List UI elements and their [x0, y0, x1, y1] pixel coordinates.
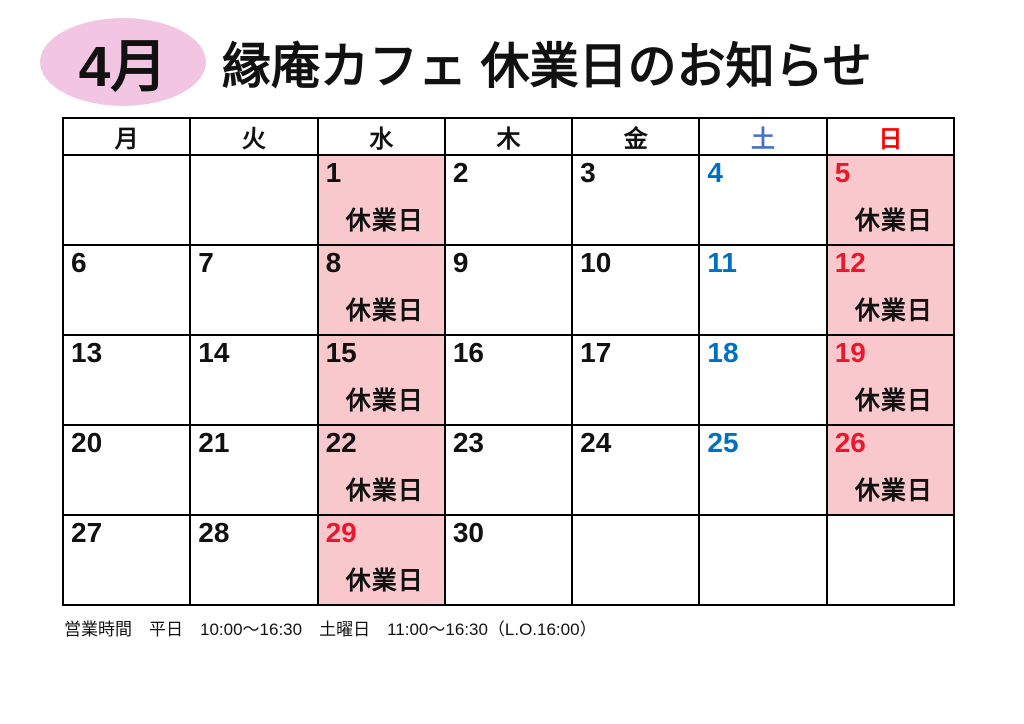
- calendar-cell: 21: [189, 424, 319, 516]
- calendar-cell: 19 休業日: [825, 334, 956, 426]
- day-number: 4: [707, 157, 723, 188]
- day-number: 20: [71, 427, 103, 458]
- day-number: 12: [834, 247, 866, 278]
- calendar-cell: 13: [61, 334, 192, 426]
- day-number: [707, 517, 825, 549]
- calendar-cell: 26 休業日: [825, 424, 956, 516]
- closed-day-label: 休業日: [854, 207, 933, 236]
- day-number: 18: [707, 337, 739, 368]
- day-number: [835, 517, 953, 549]
- day-number: 8: [325, 247, 342, 278]
- day-number: 26: [834, 427, 866, 458]
- day-number: 9: [452, 247, 469, 278]
- calendar-cell: 16: [443, 334, 574, 426]
- calendar-cell: 20: [61, 424, 192, 516]
- day-header-sat: 土: [698, 117, 828, 156]
- day-number: 16: [452, 337, 484, 368]
- calendar-cell: [61, 154, 192, 246]
- page-title: 縁庵カフェ 休業日のお知らせ: [222, 39, 872, 94]
- closed-day-label: 休業日: [854, 387, 933, 416]
- calendar-cell: 1 休業日: [316, 154, 446, 246]
- day-number: 3: [580, 157, 596, 188]
- business-hours-note: 営業時間 平日 10:00～16:30 土曜日 11:00～16:30（L.O.…: [64, 620, 597, 639]
- day-number: 11: [707, 247, 738, 278]
- calendar-table: 月 火 水 木 金 土 日 1 休業日 2 3 4 5 休業日 6 7 8 休業日 9…: [61, 117, 956, 606]
- calendar-cell: 22 休業日: [316, 424, 446, 516]
- calendar-header-row: 月 火 水 木 金 土 日: [61, 117, 956, 156]
- day-number: 5: [834, 157, 851, 188]
- day-header-sun: 日: [825, 117, 956, 156]
- day-number: 29: [325, 517, 357, 548]
- calendar-cell: 7: [189, 244, 319, 336]
- calendar-cell: 18: [698, 334, 828, 426]
- day-number: 25: [707, 427, 739, 458]
- calendar-cell: 27: [61, 514, 192, 606]
- calendar-cell: 25: [698, 424, 828, 516]
- calendar-week-row: 13 14 15 休業日 16 17 18 19 休業日: [61, 334, 956, 426]
- month-badge: 4月: [40, 18, 206, 106]
- calendar-cell: [825, 514, 956, 606]
- calendar-cell: 29 休業日: [316, 514, 446, 606]
- calendar-cell: 28: [189, 514, 319, 606]
- calendar-cell: 6: [61, 244, 192, 336]
- day-number: 19: [834, 337, 866, 368]
- day-number: 24: [580, 427, 612, 458]
- calendar-week-row: 6 7 8 休業日 9 10 11 12 休業日: [61, 244, 956, 336]
- closed-day-label: 休業日: [345, 297, 424, 326]
- calendar-cell: 9: [443, 244, 574, 336]
- calendar-cell: 2: [443, 154, 574, 246]
- day-number: 17: [580, 337, 612, 368]
- day-number: 10: [580, 247, 612, 278]
- day-number: 28: [198, 517, 230, 548]
- calendar-cell: 10: [571, 244, 701, 336]
- closed-day-label: 休業日: [854, 477, 933, 506]
- calendar-week-row: 1 休業日 2 3 4 5 休業日: [61, 154, 956, 246]
- day-number: 13: [71, 337, 103, 368]
- calendar-cell: 30: [443, 514, 574, 606]
- day-header-wed: 水: [316, 117, 446, 156]
- day-header-fri: 金: [571, 117, 701, 156]
- calendar-cell: 5 休業日: [825, 154, 956, 246]
- calendar-cell: 15 休業日: [316, 334, 446, 426]
- calendar-cell: 3: [571, 154, 701, 246]
- day-number: 23: [452, 427, 484, 458]
- day-header-mon: 月: [61, 117, 192, 156]
- calendar-cell: 4: [698, 154, 828, 246]
- day-number: 27: [71, 517, 103, 548]
- calendar-cell: 17: [571, 334, 701, 426]
- calendar-cell: [189, 154, 319, 246]
- calendar-cell: 23: [443, 424, 574, 516]
- day-number: 15: [325, 337, 357, 368]
- calendar-week-row: 20 21 22 休業日 23 24 25 26 休業日: [61, 424, 956, 516]
- calendar-cell: 24: [571, 424, 701, 516]
- day-number: [198, 157, 316, 189]
- calendar-week-row: 27 28 29 休業日 30: [61, 514, 956, 606]
- day-number: 22: [325, 427, 357, 458]
- calendar-cell: [571, 514, 701, 606]
- day-number: 1: [325, 157, 342, 188]
- day-number: 14: [198, 337, 230, 368]
- day-header-tue: 火: [189, 117, 319, 156]
- closed-day-label: 休業日: [345, 477, 424, 506]
- calendar-cell: [698, 514, 828, 606]
- day-number: 6: [71, 247, 87, 278]
- closed-day-label: 休業日: [345, 567, 424, 596]
- day-number: 21: [198, 427, 230, 458]
- day-number: [71, 157, 189, 189]
- closed-day-label: 休業日: [345, 387, 424, 416]
- day-number: [580, 517, 698, 549]
- calendar-cell: 11: [698, 244, 828, 336]
- calendar-cell: 14: [189, 334, 319, 426]
- calendar-cell: 12 休業日: [825, 244, 956, 336]
- closed-day-label: 休業日: [345, 207, 424, 236]
- day-number: 2: [452, 157, 469, 188]
- closed-day-label: 休業日: [854, 297, 933, 326]
- notice-header: 4月 縁庵カフェ 休業日のお知らせ: [0, 0, 1024, 108]
- day-number: 30: [452, 517, 484, 548]
- day-header-thu: 木: [443, 117, 574, 156]
- day-number: 7: [198, 247, 214, 278]
- calendar-cell: 8 休業日: [316, 244, 446, 336]
